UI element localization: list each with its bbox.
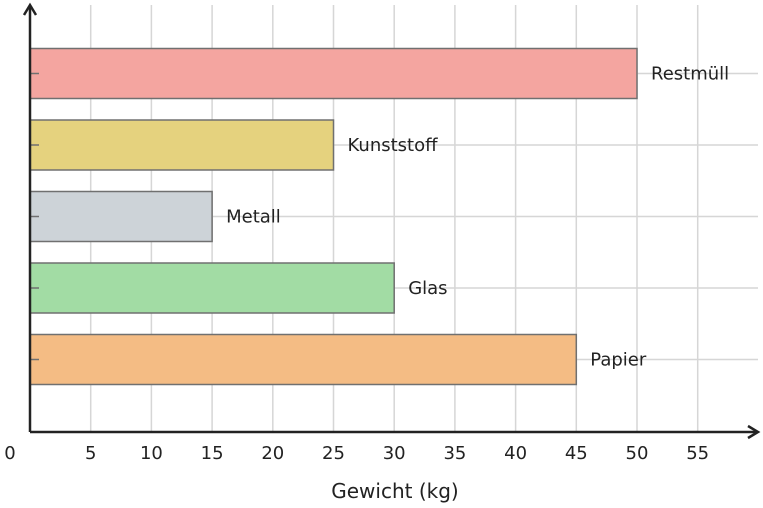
x-tick-label: 30 [383, 443, 406, 464]
x-tick-label: 50 [626, 443, 649, 464]
bar-label-restmüll: Restmüll [651, 64, 729, 85]
x-axis-title: Gewicht (kg) [331, 479, 458, 503]
bar-label-metall: Metall [226, 207, 281, 228]
bar-papier [29, 333, 578, 386]
x-tick-label: 55 [686, 443, 709, 464]
bar-label-glas: Glas [408, 278, 447, 299]
x-tick-labels: 0 5 10 15 20 25 30 35 40 45 50 55 [4, 443, 709, 464]
bars: Papier Glas Metall Kunststoff Restmüll [29, 47, 729, 386]
bar-glas [29, 262, 395, 314]
bar-metall [29, 190, 213, 243]
bar-kunststoff [29, 119, 335, 171]
x-tick-label: 45 [565, 443, 588, 464]
bar-label-kunststoff: Kunststoff [348, 135, 439, 156]
x-tick-label: 10 [140, 443, 163, 464]
axes [22, 2, 761, 440]
x-tick-label: 35 [443, 443, 466, 464]
bar-restmüll [29, 47, 638, 100]
x-tick-label: 20 [261, 443, 284, 464]
x-tick-label: 5 [85, 443, 96, 464]
x-tick-label: 0 [4, 443, 15, 464]
x-axis-arrow [747, 424, 761, 440]
y-axis-arrow [22, 2, 38, 16]
bar-label-papier: Papier [590, 350, 647, 371]
x-tick-label: 25 [322, 443, 345, 464]
x-tick-label: 40 [504, 443, 527, 464]
x-tick-label: 15 [201, 443, 224, 464]
